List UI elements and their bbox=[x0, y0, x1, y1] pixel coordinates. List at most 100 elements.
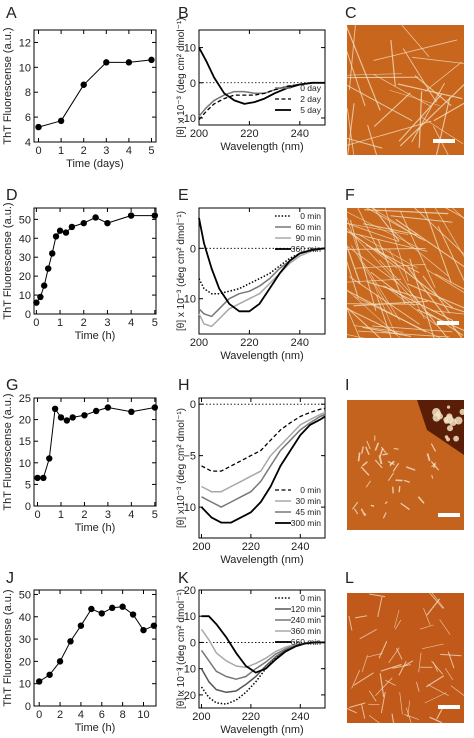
series-line bbox=[35, 215, 155, 303]
data-point bbox=[98, 610, 105, 617]
afm-fibril bbox=[398, 661, 407, 676]
afm-fibril bbox=[361, 446, 364, 454]
afm-image-f-fibrils bbox=[347, 208, 464, 338]
series-line-120-min bbox=[200, 641, 325, 694]
afm-fibril bbox=[347, 223, 400, 243]
plot-frame bbox=[198, 397, 326, 539]
afm-fibril bbox=[379, 447, 384, 457]
panel-letter-c: C bbox=[345, 5, 357, 22]
afm-aggregate bbox=[446, 405, 451, 409]
afm-fibril bbox=[378, 455, 383, 465]
afm-fibril bbox=[434, 273, 464, 290]
data-point bbox=[45, 265, 52, 272]
x-tick-label: 240 bbox=[291, 711, 309, 723]
afm-image-l-fibrils bbox=[347, 593, 464, 723]
series-line-660-min bbox=[201, 615, 325, 674]
afm-fibril bbox=[355, 615, 368, 619]
data-point bbox=[62, 229, 70, 236]
panel-letter-b: B bbox=[178, 5, 189, 22]
afm-fibril bbox=[445, 208, 464, 219]
y-axis-label: ThT Fluorescense (a.u.) bbox=[2, 393, 14, 510]
plot-frame bbox=[198, 29, 326, 126]
afm-fibril bbox=[430, 443, 437, 452]
data-point bbox=[67, 638, 74, 645]
afm-fibril bbox=[423, 608, 431, 626]
y-tick-label: 0 bbox=[25, 501, 31, 513]
scale-bar-i bbox=[438, 513, 460, 517]
afm-fibril bbox=[364, 512, 367, 516]
legend-label: 0 day bbox=[300, 83, 322, 93]
series-line-240-min bbox=[200, 641, 325, 680]
afm-fibril bbox=[390, 215, 453, 223]
afm-fibril bbox=[414, 75, 452, 107]
x-tick-label: 3 bbox=[104, 317, 110, 329]
legend-label: 45 min bbox=[295, 507, 321, 517]
x-tick-label: 1 bbox=[58, 145, 64, 157]
afm-fibril bbox=[431, 310, 464, 315]
plot-frame bbox=[33, 207, 157, 315]
data-point bbox=[104, 219, 111, 227]
afm-fibril bbox=[347, 334, 366, 338]
legend-label: 0 min bbox=[300, 211, 321, 221]
afm-fibril bbox=[388, 472, 395, 482]
data-point bbox=[109, 604, 116, 612]
afm-fibril bbox=[353, 672, 374, 686]
afm-fibril bbox=[409, 258, 435, 338]
afm-fibril bbox=[391, 713, 395, 723]
data-point bbox=[33, 299, 40, 306]
data-point bbox=[56, 227, 64, 234]
x-tick-label: 240 bbox=[291, 337, 309, 349]
plot-frame bbox=[33, 29, 157, 143]
afm-fibril bbox=[347, 50, 366, 107]
legend-label: 60 min bbox=[295, 222, 321, 232]
data-point bbox=[119, 603, 126, 610]
chart-panel-h: 200 220 240 −10 −5 0 Wavelength (nm) [θ] x 10⁻³… bbox=[176, 397, 326, 566]
series-line-60-min bbox=[198, 247, 326, 318]
afm-fibril bbox=[357, 208, 381, 254]
afm-fibril bbox=[357, 452, 361, 462]
afm-fibril bbox=[424, 61, 463, 92]
data-point bbox=[46, 455, 53, 462]
legend-label: 2 day bbox=[300, 94, 322, 104]
data-point bbox=[128, 408, 135, 416]
y-tick-label: 0 bbox=[190, 78, 196, 90]
afm-fibril bbox=[394, 610, 400, 628]
x-tick-label: 0 bbox=[34, 509, 40, 521]
series-line-30-min bbox=[201, 411, 326, 493]
afm-fibril bbox=[450, 685, 464, 696]
data-point bbox=[92, 214, 99, 221]
y-tick-label: 10 bbox=[184, 611, 196, 623]
y-tick-label: 10 bbox=[19, 290, 31, 302]
afm-fibril bbox=[365, 480, 371, 488]
afm-fibril bbox=[368, 715, 380, 723]
afm-fibril bbox=[371, 278, 397, 336]
data-point bbox=[40, 282, 48, 289]
afm-fibril bbox=[416, 308, 464, 332]
y-tick-label: 30 bbox=[19, 634, 31, 646]
afm-fibril bbox=[385, 679, 396, 686]
data-point bbox=[35, 123, 42, 131]
afm-fibril bbox=[363, 223, 418, 236]
afm-fibril bbox=[399, 692, 403, 715]
afm-aggregate bbox=[446, 413, 453, 420]
x-tick-label: 200 bbox=[190, 128, 208, 140]
afm-fibril bbox=[452, 208, 464, 220]
afm-fibril bbox=[426, 269, 464, 293]
plot-frame bbox=[33, 589, 157, 707]
afm-fibril bbox=[362, 461, 368, 467]
data-point bbox=[81, 412, 88, 419]
afm-fibril bbox=[440, 653, 462, 657]
afm-fibril bbox=[429, 716, 443, 723]
afm-aggregate bbox=[454, 416, 463, 425]
x-axis-label: Time (h) bbox=[75, 330, 116, 342]
plot-frame bbox=[198, 207, 326, 335]
series-line-45-min bbox=[201, 413, 326, 508]
chart-panel-e: 200 220 240 −10 0 Wavelength (nm) [θ] x 10⁻³ (… bbox=[176, 207, 326, 362]
series-line-0-min bbox=[201, 407, 326, 472]
afm-fibril bbox=[382, 512, 387, 519]
afm-fibril bbox=[348, 702, 366, 708]
afm-fibril bbox=[347, 26, 381, 111]
series-line-360-min bbox=[198, 217, 326, 313]
y-tick-label: 0 bbox=[25, 309, 31, 321]
